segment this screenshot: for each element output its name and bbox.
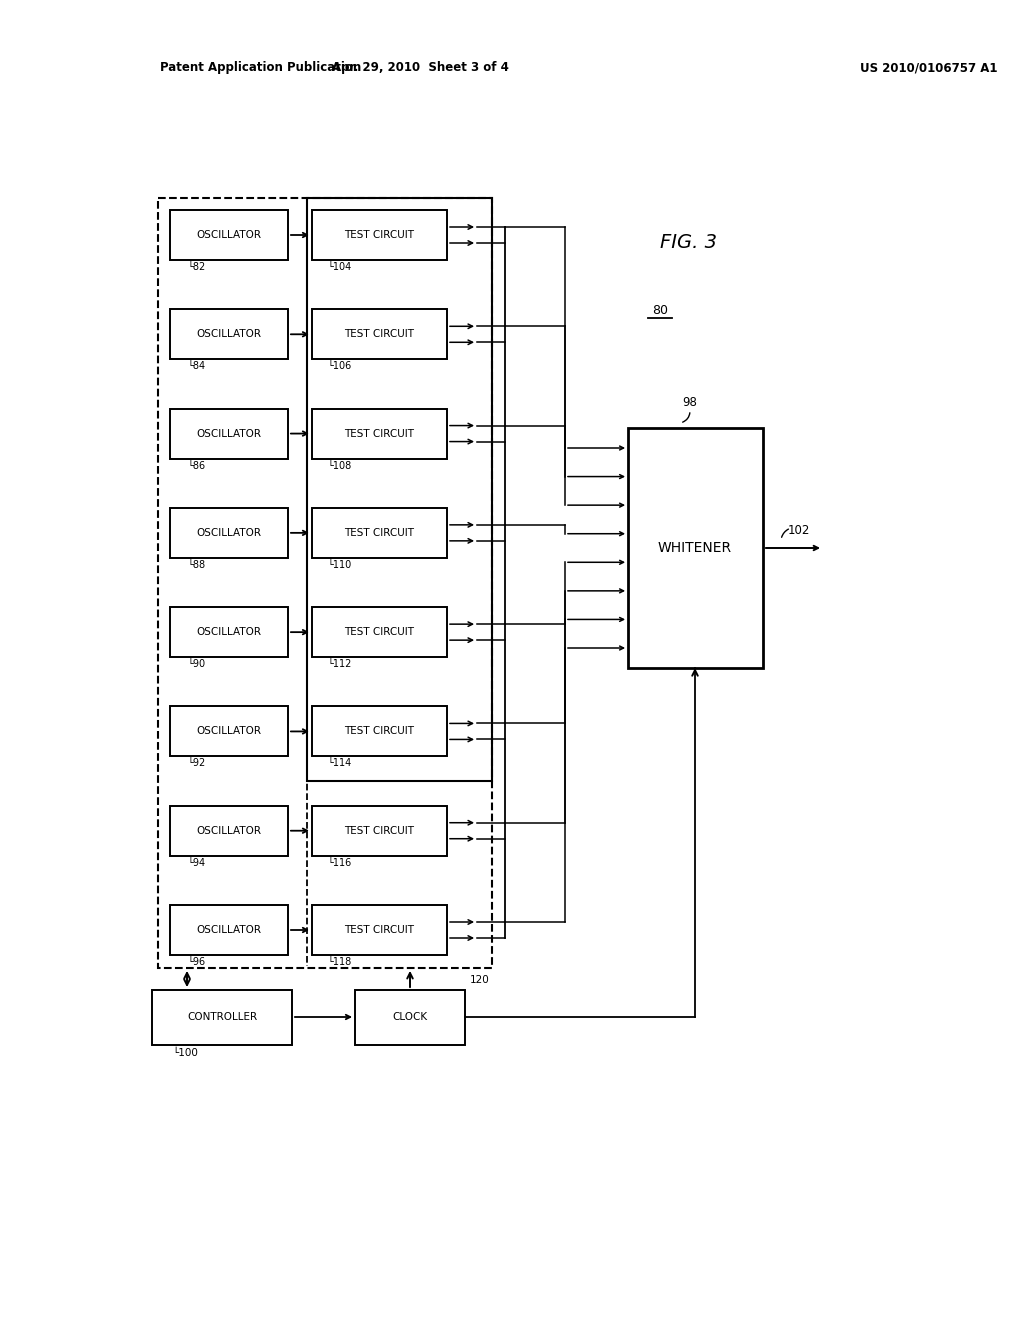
Text: └88: └88 xyxy=(188,560,206,570)
Text: 102: 102 xyxy=(788,524,810,536)
Bar xyxy=(312,906,447,954)
Text: └118: └118 xyxy=(327,957,351,968)
Text: TEST CIRCUIT: TEST CIRCUIT xyxy=(344,429,414,438)
Text: └110: └110 xyxy=(327,560,351,570)
Text: 120: 120 xyxy=(470,975,489,985)
Text: TEST CIRCUIT: TEST CIRCUIT xyxy=(344,230,414,240)
Text: └84: └84 xyxy=(188,362,206,371)
Bar xyxy=(170,309,288,359)
Text: OSCILLATOR: OSCILLATOR xyxy=(197,429,261,438)
Bar xyxy=(312,210,447,260)
Text: OSCILLATOR: OSCILLATOR xyxy=(197,726,261,737)
Text: └96: └96 xyxy=(188,957,206,968)
Text: TEST CIRCUIT: TEST CIRCUIT xyxy=(344,726,414,737)
Bar xyxy=(628,428,763,668)
Text: └86: └86 xyxy=(188,461,206,470)
Text: CLOCK: CLOCK xyxy=(392,1012,428,1022)
Text: └116: └116 xyxy=(327,858,351,867)
Bar xyxy=(312,309,447,359)
Text: Apr. 29, 2010  Sheet 3 of 4: Apr. 29, 2010 Sheet 3 of 4 xyxy=(332,62,509,74)
Text: TEST CIRCUIT: TEST CIRCUIT xyxy=(344,528,414,537)
Text: 80: 80 xyxy=(652,304,668,317)
Bar xyxy=(312,706,447,756)
Text: └114: └114 xyxy=(327,759,351,768)
Text: └108: └108 xyxy=(327,461,351,470)
Text: └106: └106 xyxy=(327,362,351,371)
Text: TEST CIRCUIT: TEST CIRCUIT xyxy=(344,925,414,935)
Text: US 2010/0106757 A1: US 2010/0106757 A1 xyxy=(860,62,997,74)
Text: └94: └94 xyxy=(188,858,206,867)
Text: OSCILLATOR: OSCILLATOR xyxy=(197,627,261,638)
Text: OSCILLATOR: OSCILLATOR xyxy=(197,925,261,935)
Text: OSCILLATOR: OSCILLATOR xyxy=(197,826,261,836)
Bar xyxy=(170,508,288,558)
Text: └112: └112 xyxy=(327,659,351,669)
Bar xyxy=(355,990,465,1045)
Text: └90: └90 xyxy=(188,659,206,669)
Text: TEST CIRCUIT: TEST CIRCUIT xyxy=(344,329,414,339)
Bar xyxy=(170,906,288,954)
Text: └104: └104 xyxy=(327,261,351,272)
Bar xyxy=(312,805,447,855)
Text: └92: └92 xyxy=(188,759,206,768)
Text: └82: └82 xyxy=(188,261,206,272)
Text: OSCILLATOR: OSCILLATOR xyxy=(197,329,261,339)
Bar xyxy=(170,805,288,855)
Bar xyxy=(152,990,292,1045)
Text: 98: 98 xyxy=(683,396,697,409)
Text: TEST CIRCUIT: TEST CIRCUIT xyxy=(344,627,414,638)
Text: FIG. 3: FIG. 3 xyxy=(660,232,717,252)
Bar xyxy=(312,508,447,558)
Bar xyxy=(307,198,492,781)
Text: TEST CIRCUIT: TEST CIRCUIT xyxy=(344,826,414,836)
Text: CONTROLLER: CONTROLLER xyxy=(187,1012,257,1022)
Text: └100: └100 xyxy=(172,1048,198,1059)
Bar xyxy=(312,607,447,657)
Text: Patent Application Publication: Patent Application Publication xyxy=(160,62,361,74)
Bar xyxy=(170,706,288,756)
Bar xyxy=(170,607,288,657)
Text: OSCILLATOR: OSCILLATOR xyxy=(197,230,261,240)
Bar xyxy=(312,409,447,458)
Text: WHITENER: WHITENER xyxy=(658,541,732,554)
Text: OSCILLATOR: OSCILLATOR xyxy=(197,528,261,537)
Bar xyxy=(170,409,288,458)
Bar xyxy=(158,198,492,968)
Bar xyxy=(170,210,288,260)
